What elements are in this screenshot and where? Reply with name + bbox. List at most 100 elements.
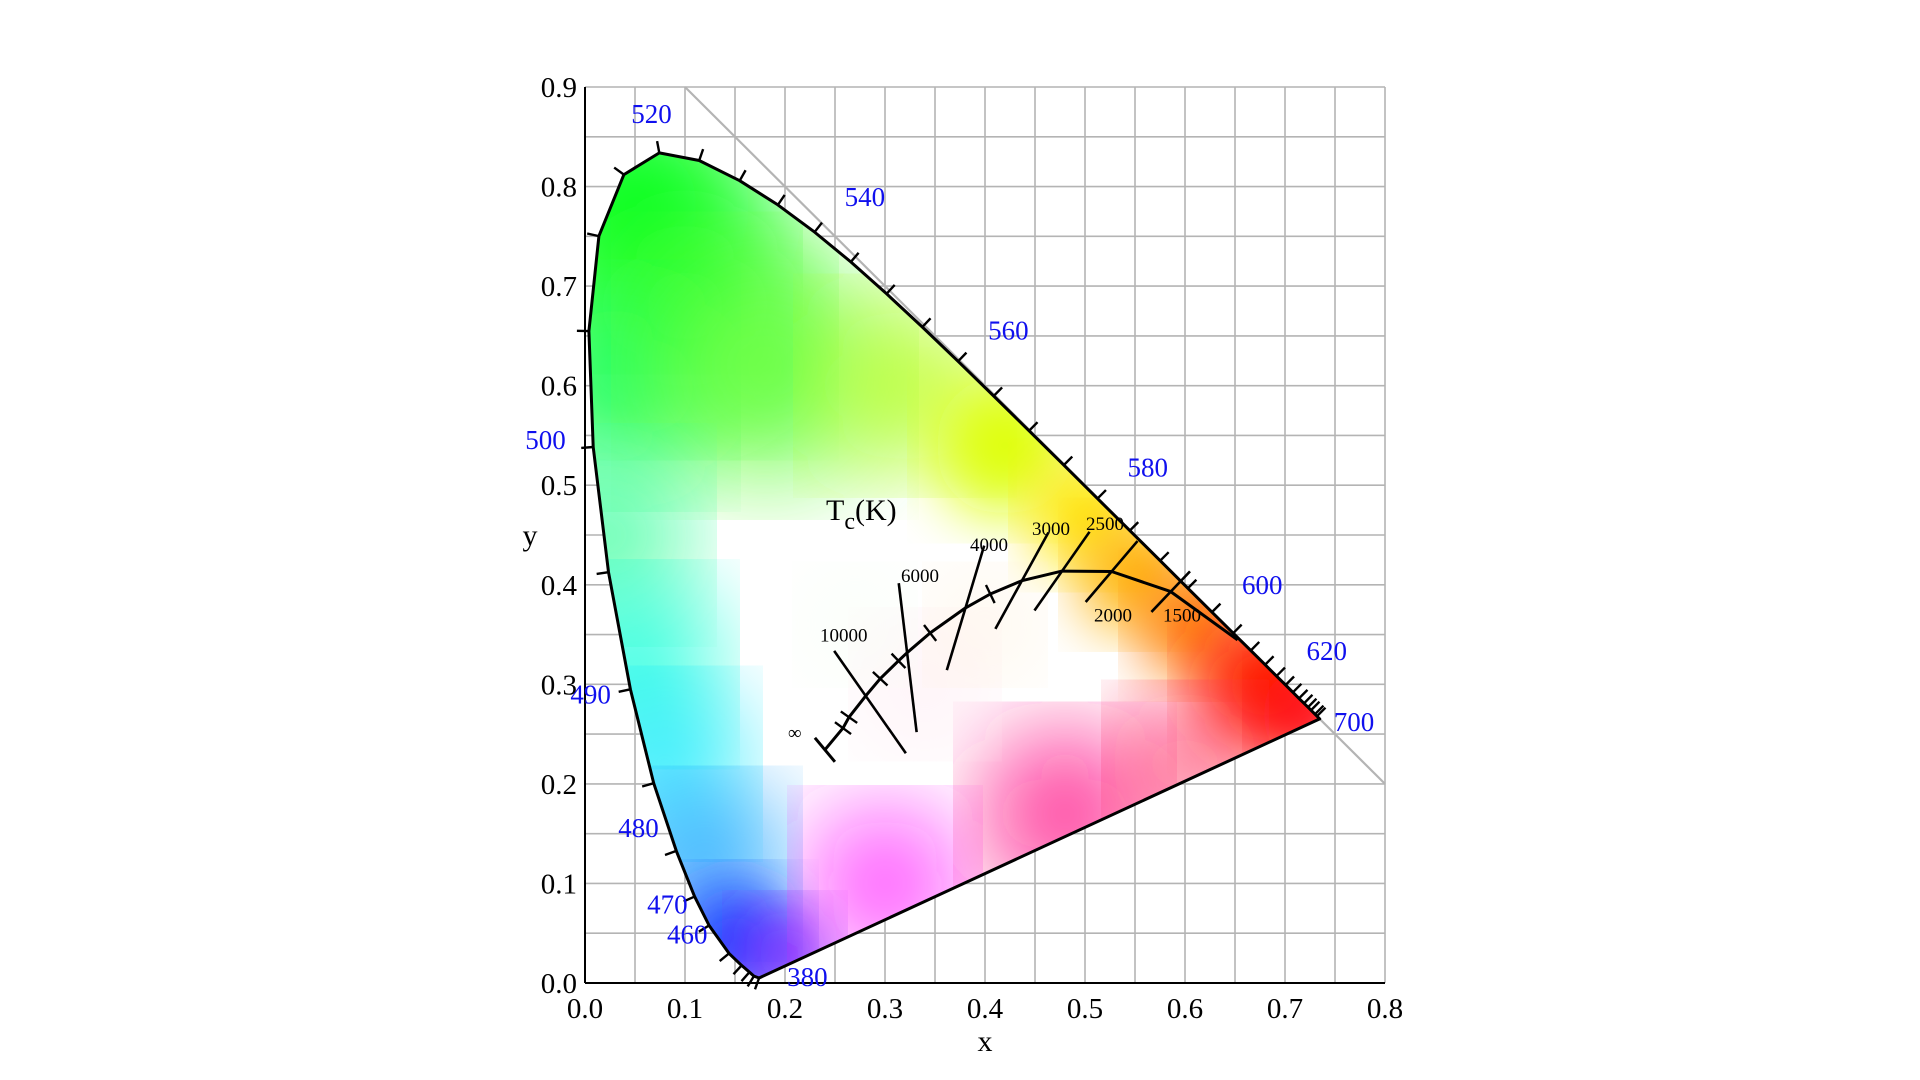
wavelength-tick <box>849 252 860 263</box>
isotherm-tick <box>923 624 938 642</box>
isotherm-line <box>1033 531 1091 612</box>
isotherm-line <box>945 545 986 671</box>
y-tick-label: 0.9 <box>541 72 577 104</box>
wavelength-tick <box>1275 666 1286 677</box>
wavelength-label: 500 <box>525 425 566 455</box>
wavelength-tick <box>1211 602 1222 614</box>
y-tick-label: 0.8 <box>541 172 577 204</box>
x-tick-label: 0.7 <box>1267 993 1303 1025</box>
planckian-locus <box>813 531 1239 763</box>
wavelength-tick <box>698 148 705 161</box>
y-tick-label: 0.6 <box>541 371 577 403</box>
temperature-label: 2500 <box>1086 514 1124 535</box>
temperature-label: ∞ <box>788 723 802 744</box>
wavelength-label: 470 <box>647 889 688 919</box>
y-axis-title: y <box>523 519 538 552</box>
axes: 0.0 0.1 0.2 0.3 0.4 0.5 0.6 0.7 0.8 0.0 0.1 0.2 0.3 0… <box>541 72 1403 1025</box>
wavelength-tick <box>586 232 600 238</box>
wavelength-tick <box>581 445 594 450</box>
x-tick-label: 0.2 <box>767 993 803 1025</box>
wavelength-tick <box>655 140 661 154</box>
y-tick-label: 0.1 <box>541 868 577 900</box>
fill-blob <box>810 579 900 670</box>
wavelength-tick <box>732 964 743 976</box>
temperature-label: 6000 <box>901 566 939 587</box>
wavelength-tick <box>596 570 609 576</box>
isotherm-tick <box>872 670 889 687</box>
planckian-locus-title: Tc(K) <box>826 494 897 535</box>
x-tick-label: 0.6 <box>1167 993 1203 1025</box>
x-tick-label: 0.0 <box>567 993 603 1025</box>
wavelength-tick <box>1316 706 1327 718</box>
isotherm-line <box>1084 540 1139 603</box>
wavelength-label: 700 <box>1334 707 1375 737</box>
planckian-end-cap <box>813 736 837 763</box>
wavelength-tick <box>1249 641 1261 652</box>
wavelength-tick <box>738 169 747 182</box>
wavelength-tick <box>698 924 710 933</box>
x-axis-title: x <box>978 1025 993 1058</box>
wavelength-tick <box>641 782 655 788</box>
wavelength-tick <box>1298 689 1309 700</box>
isotherm-line <box>1150 570 1191 613</box>
wavelength-tick <box>1264 655 1275 666</box>
wavelength-label: 560 <box>988 315 1029 345</box>
y-tick-label: 0.0 <box>541 968 577 1000</box>
wavelength-tick <box>618 688 631 693</box>
fill-blob <box>655 255 875 476</box>
wavelength-tick <box>1310 700 1321 712</box>
temperature-label: 3000 <box>1032 519 1070 540</box>
x-tick-label: 0.1 <box>667 993 703 1025</box>
isotherm-line <box>897 583 918 733</box>
isotherm-line <box>833 650 907 754</box>
spectral-locus-line <box>587 151 1322 980</box>
isotherm-tick <box>890 652 907 669</box>
isotherm-line <box>994 531 1050 630</box>
y-tick-label: 0.5 <box>541 470 577 502</box>
y-tick-label: 0.7 <box>541 271 577 303</box>
wavelength-tick <box>1096 489 1107 500</box>
wavelength-label: 600 <box>1242 570 1283 600</box>
x-tick-label: 0.5 <box>1067 993 1103 1025</box>
x-tick-label: 0.3 <box>867 993 903 1025</box>
wavelength-label: 380 <box>787 962 828 992</box>
wavelength-tick <box>957 351 968 363</box>
fill-blob <box>870 629 980 740</box>
y-tick-label: 0.4 <box>541 570 578 602</box>
temperature-label: 1500 <box>1163 606 1201 627</box>
fill-blob <box>985 733 1145 894</box>
wavelength-tick <box>1232 623 1243 635</box>
wavelength-tick <box>992 386 1003 397</box>
wavelength-tick <box>1028 421 1039 432</box>
wavelength-label: 580 <box>1128 453 1169 483</box>
isotherm-tick <box>834 721 852 736</box>
y-tick-label: 0.3 <box>541 669 577 701</box>
wavelength-tick <box>1062 455 1074 466</box>
wavelength-label: 520 <box>631 99 672 129</box>
fill-blob <box>940 579 1030 670</box>
isotherm-tick <box>984 584 996 604</box>
wavelength-tick <box>740 971 751 982</box>
wavelength-label: 620 <box>1307 636 1348 666</box>
wavelength-tick <box>718 952 730 962</box>
wavelength-tick <box>921 317 932 328</box>
wavelength-tick <box>885 284 896 295</box>
temperature-label: 10000 <box>820 626 868 647</box>
wavelength-tick <box>813 221 823 233</box>
y-tick-label: 0.2 <box>541 769 577 801</box>
wavelength-tick <box>1314 704 1325 716</box>
wavelength-tick <box>664 849 677 857</box>
wavelength-tick <box>1128 521 1140 532</box>
wavelength-tick <box>1292 682 1303 694</box>
wavelength-tick <box>1284 675 1295 686</box>
wavelength-tick <box>1303 693 1314 705</box>
wavelength-tick <box>683 895 696 903</box>
wavelength-tick <box>746 975 755 988</box>
wavelength-tick <box>1159 551 1170 562</box>
wavelength-tick <box>1187 578 1198 590</box>
temperature-label: 2000 <box>1094 606 1132 627</box>
wavelength-label: 480 <box>618 813 659 843</box>
wavelength-tick <box>776 194 786 206</box>
wavelength-tick <box>1307 697 1318 709</box>
